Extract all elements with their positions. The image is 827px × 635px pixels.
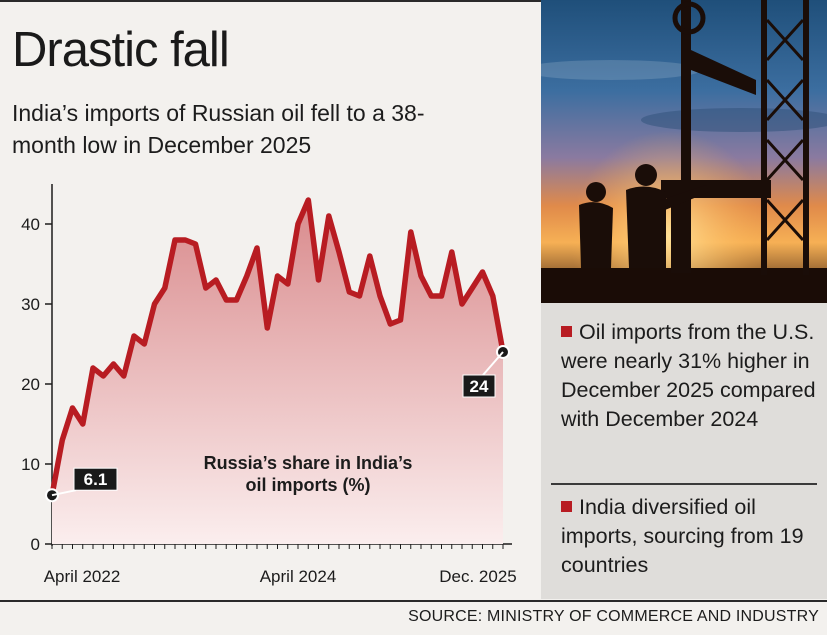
series-line <box>49 197 506 498</box>
oil-pump-sunset-photo <box>541 0 827 303</box>
bullet-square-icon <box>561 326 572 337</box>
source-credit: SOURCE: MINISTRY OF COMMERCE AND INDUSTR… <box>408 608 819 625</box>
x-tick-label: Dec. 2025 <box>439 567 517 586</box>
x-tick-label: April 2022 <box>44 567 121 586</box>
top-rule <box>0 0 827 2</box>
y-tick-label: 40 <box>21 215 40 234</box>
y-tick-label: 10 <box>21 455 40 474</box>
data-label-badge <box>462 374 496 398</box>
note-text: Oil imports from the U.S. were nearly 31… <box>561 320 816 431</box>
notes-panel: Oil imports from the U.S. were nearly 31… <box>541 303 827 599</box>
y-tick-label: 30 <box>21 295 40 314</box>
notes-divider <box>551 483 817 485</box>
chart-area: 0 10 20 30 40 April 2022 April 2024 Dec. 2025 6… <box>21 184 517 586</box>
chart-inner-title-line2: oil imports (%) <box>246 475 371 495</box>
bottom-rule <box>0 600 827 602</box>
page-title: Drastic fall <box>12 23 230 77</box>
data-label-badge <box>73 467 118 491</box>
y-tick-label: 20 <box>21 375 40 394</box>
annotation-leader <box>482 351 504 376</box>
page-subtitle: India’s imports of Russian oil fell to a… <box>12 100 425 158</box>
x-tick-label: April 2024 <box>260 567 337 586</box>
y-tick-label: 0 <box>31 535 40 554</box>
data-label: 6.1 <box>84 470 108 489</box>
data-label: 24 <box>470 377 489 396</box>
annotation-leader <box>51 489 77 497</box>
area-fill <box>52 200 503 544</box>
bullet-square-icon <box>561 501 572 512</box>
note-text: India diversified oil imports, sourcing … <box>561 495 804 577</box>
chart-inner-title-line1: Russia’s share in India’s <box>204 453 413 473</box>
note-diversified: India diversified oil imports, sourcing … <box>561 493 819 580</box>
note-us-imports: Oil imports from the U.S. were nearly 31… <box>561 318 819 434</box>
